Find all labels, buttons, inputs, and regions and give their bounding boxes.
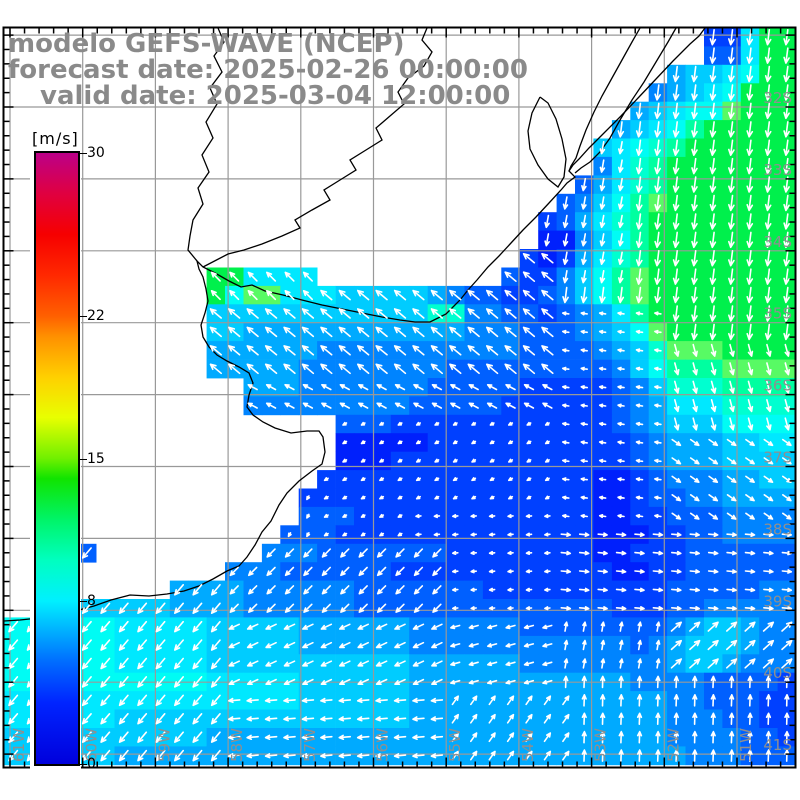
lat-label: 37S [763,449,792,467]
lat-label: 35S [763,305,792,323]
coastline [3,27,706,622]
grid-lines [3,27,796,768]
colorbar-tick-label: 0 [87,756,96,772]
lat-label: 33S [763,161,792,179]
wave-field-cells [4,28,797,766]
colorbar-tick-label: 30 [87,145,105,161]
lon-label: 51W [737,728,755,762]
axis-labels: 32S 33S 34S 35S 36S 37S 38S 39S 40S 41S 61W 60W 59W 5… [10,89,792,762]
colorbar-tick-label: 15 [87,451,105,467]
colorbar-unit-label: [m/s] [32,129,79,148]
wind-arrows [8,29,793,762]
model-title: modelo GEFS-WAVE (NCEP) [8,29,405,59]
lat-label: 32S [763,89,792,107]
map-frame-and-ticks [2,26,797,769]
lat-label: 41S [763,736,792,754]
colorbar-tick [80,316,87,317]
lat-label: 34S [763,233,792,251]
lon-label: 52W [664,728,682,762]
title-block: modelo GEFS-WAVE (NCEP) forecast date: 2… [0,0,528,125]
lon-label: 59W [155,728,173,762]
valid-date: valid date: 2025-03-04 12:00:00 [40,81,511,111]
lon-label: 55W [446,728,464,762]
lon-label: 53W [592,728,610,762]
lon-label: 56W [374,728,392,762]
lon-label: 57W [301,728,319,762]
lon-label: 60W [83,728,101,762]
colorbar-tick [80,601,87,602]
colorbar-tick-label: 8 [87,593,96,609]
colorbar-tick-label: 22 [87,308,105,324]
lat-label: 38S [763,520,792,538]
lat-label: 36S [763,377,792,395]
lat-label: 39S [763,592,792,610]
colorbar-tick [80,764,87,765]
colorbar [34,151,80,766]
lon-label: 58W [228,728,246,762]
forecast-date: forecast date: 2025-02-26 00:00:00 [8,55,528,85]
lon-label: 54W [519,728,537,762]
lat-label: 40S [763,664,792,682]
lon-label: 61W [10,728,28,762]
colorbar-tick [80,459,87,460]
colorbar-tick [80,153,87,154]
